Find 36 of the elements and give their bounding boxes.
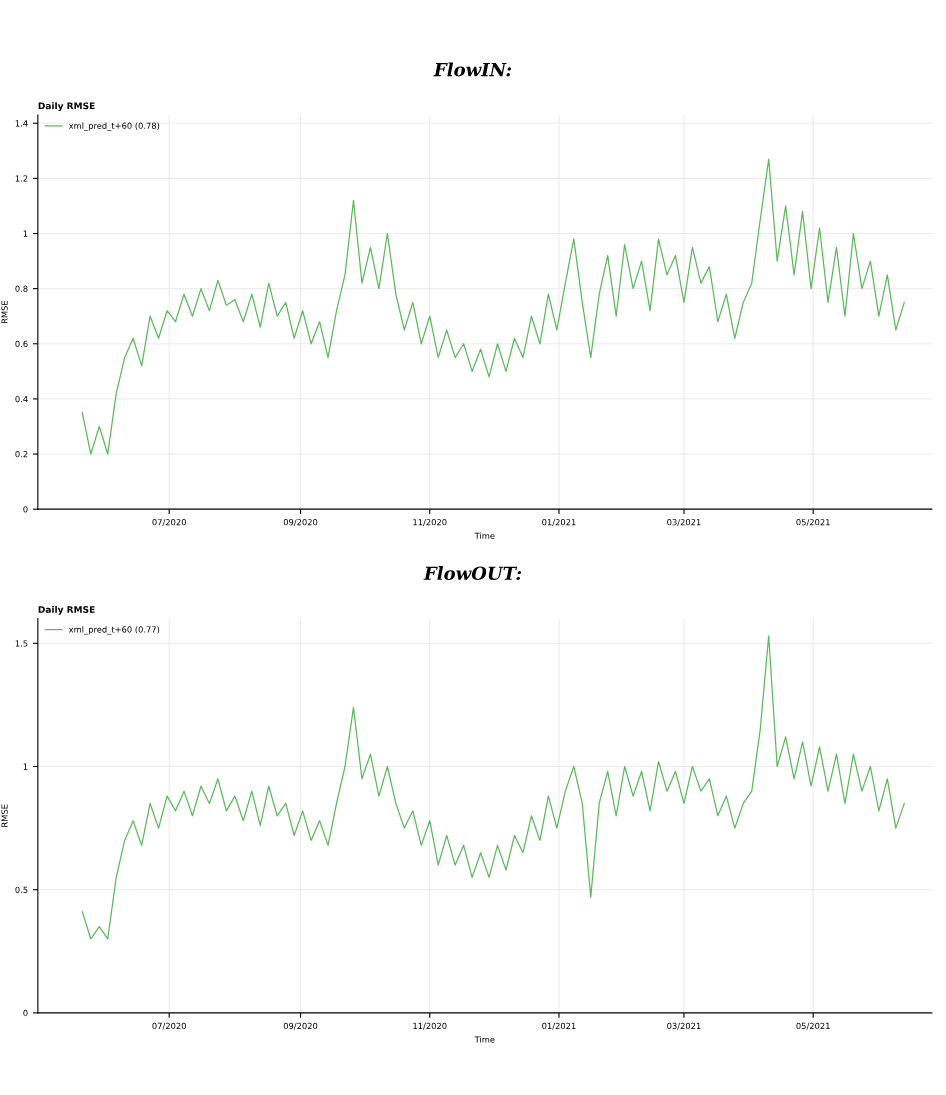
x-tick-label: 09/2020 (283, 1022, 318, 1030)
x-tick-label: 01/2021 (542, 1022, 576, 1030)
y-tick-label: 1.5 (15, 640, 28, 647)
x-axis-title: Time (474, 532, 495, 539)
y-axis-title: RMSE (1, 804, 8, 827)
y-tick-label: 0.8 (15, 285, 28, 292)
y-axis-title: RMSE (1, 300, 8, 324)
legend-label: xml_pred_t+60 (0.77) (68, 626, 160, 635)
x-tick-label: 07/2020 (152, 519, 186, 526)
y-tick-label: 1.2 (15, 175, 28, 182)
x-tick-label: 07/2020 (152, 1022, 186, 1030)
y-tick-label: 0.6 (15, 340, 28, 348)
chart-subtitle: Daily RMSE (38, 102, 95, 112)
chart-subtitle: Daily RMSE (38, 605, 95, 615)
x-tick-label: 09/2020 (283, 519, 318, 526)
y-tick-label: 0 (23, 1009, 28, 1017)
y-tick-label: 0 (23, 506, 28, 513)
y-tick-label: 0.4 (15, 395, 28, 403)
chart-title: FlowIN: (433, 62, 512, 77)
x-axis-title: Time (474, 1036, 495, 1043)
x-tick-label: 11/2020 (413, 519, 447, 526)
y-tick-label: 1 (23, 763, 28, 770)
y-tick-label: 0.2 (15, 451, 28, 458)
x-tick-label: 01/2021 (542, 519, 576, 526)
x-tick-label: 05/2021 (796, 1022, 830, 1030)
x-tick-label: 11/2020 (413, 1022, 447, 1030)
y-tick-label: 1.4 (15, 120, 28, 127)
line-series (81, 158, 905, 455)
y-tick-label: 1 (23, 230, 28, 237)
x-tick-label: 05/2021 (796, 519, 830, 526)
y-tick-label: 0.5 (15, 886, 28, 893)
legend-label: xml_pred_t+60 (0.78) (68, 122, 160, 131)
chart-title: FlowOUT: (423, 566, 522, 581)
line-series (81, 635, 905, 940)
x-tick-label: 03/2021 (667, 1022, 701, 1030)
x-tick-label: 03/2021 (667, 519, 701, 526)
